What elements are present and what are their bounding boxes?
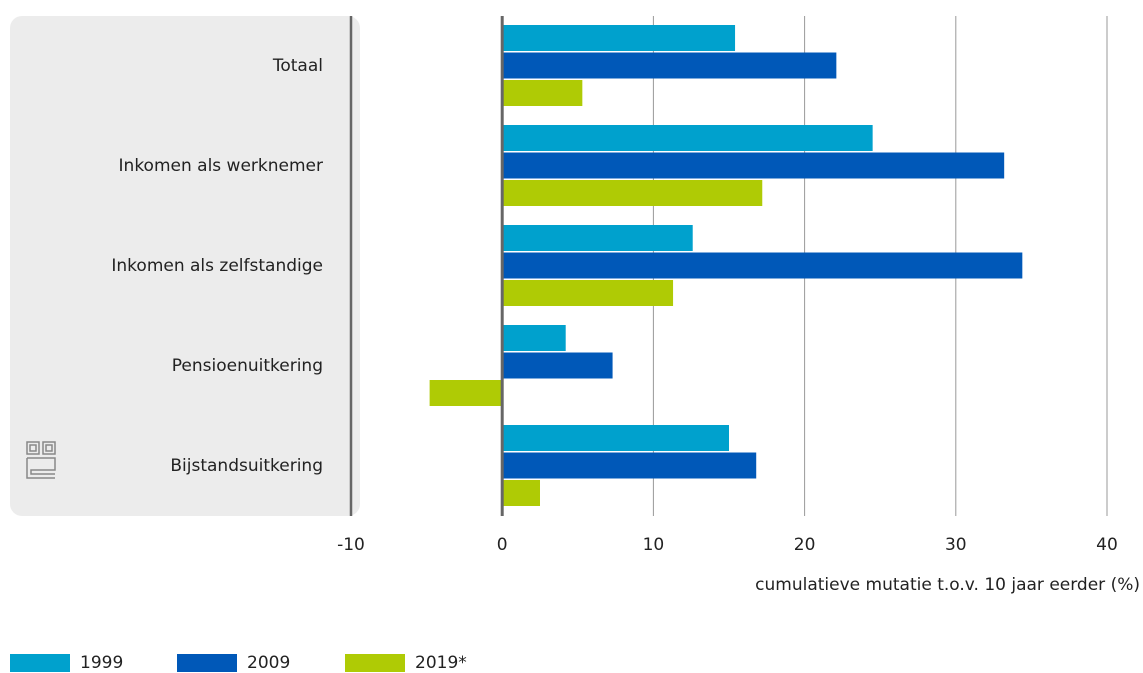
bar bbox=[502, 325, 566, 351]
x-tick-label: 0 bbox=[497, 535, 508, 555]
bar bbox=[502, 25, 736, 51]
legend-label: 2019* bbox=[415, 653, 467, 673]
y-tick-label: Totaal bbox=[272, 56, 323, 76]
label-panel bbox=[10, 16, 360, 516]
bar bbox=[502, 52, 837, 79]
bar bbox=[502, 280, 674, 306]
y-tick-label: Pensioenuitkering bbox=[172, 356, 323, 376]
x-tick-label: 20 bbox=[794, 535, 816, 555]
bar bbox=[502, 425, 729, 451]
x-tick-label: 10 bbox=[643, 535, 665, 555]
x-axis-title: cumulatieve mutatie t.o.v. 10 jaar eerde… bbox=[755, 575, 1140, 595]
legend-swatch bbox=[345, 654, 405, 672]
y-tick-label: Inkomen als werknemer bbox=[119, 156, 323, 176]
bar bbox=[502, 225, 693, 251]
bar bbox=[502, 125, 873, 151]
x-tick-label: 40 bbox=[1096, 535, 1118, 555]
bar bbox=[429, 380, 503, 406]
bar bbox=[502, 80, 583, 106]
x-tick-label: 30 bbox=[945, 535, 967, 555]
x-tick-label: -10 bbox=[337, 535, 365, 555]
bar bbox=[502, 252, 1023, 279]
legend-label: 2009 bbox=[247, 653, 290, 673]
legend-swatch bbox=[10, 654, 70, 672]
y-tick-label: Bijstandsuitkering bbox=[170, 456, 323, 476]
legend-label: 1999 bbox=[80, 653, 123, 673]
bar bbox=[502, 180, 763, 206]
bar bbox=[502, 352, 613, 379]
bar bbox=[502, 452, 757, 479]
legend-swatch bbox=[177, 654, 237, 672]
bar bbox=[502, 480, 540, 506]
bar bbox=[502, 152, 1005, 179]
y-tick-label: Inkomen als zelfstandige bbox=[111, 256, 323, 276]
cbs-logo bbox=[26, 441, 56, 479]
